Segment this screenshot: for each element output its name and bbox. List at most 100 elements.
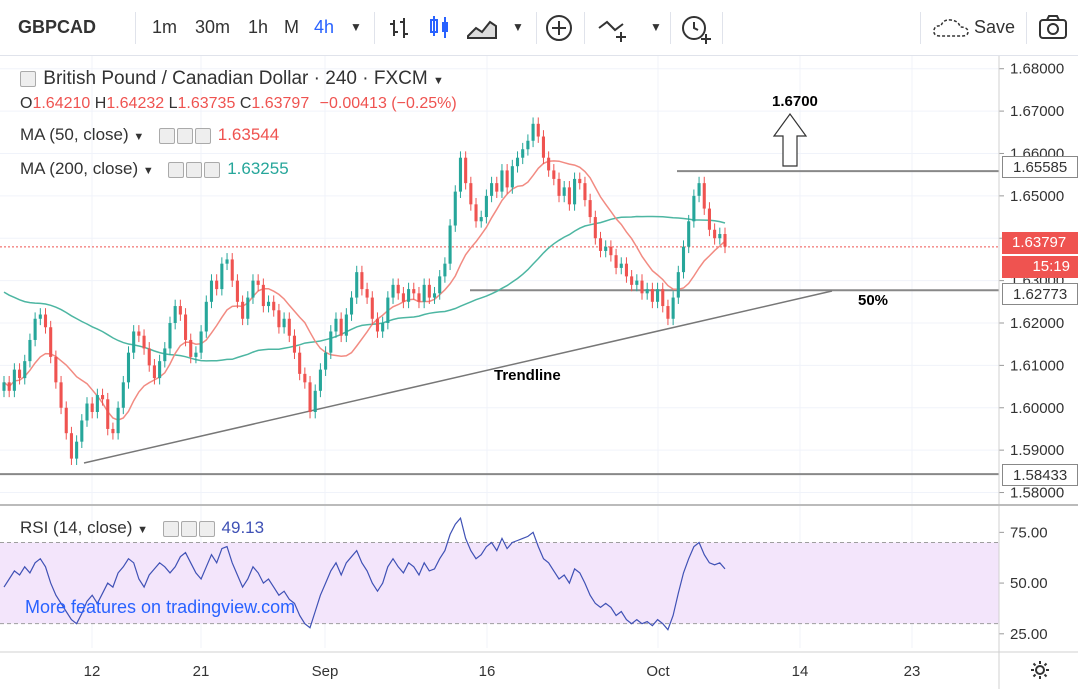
candle-body	[474, 204, 478, 222]
close-icon[interactable]	[198, 520, 215, 537]
candle-body	[396, 284, 400, 294]
candle-body	[666, 306, 670, 319]
candle-body	[90, 403, 94, 412]
price-tick-label: 1.67000	[1010, 103, 1064, 120]
candle-body	[645, 289, 649, 294]
collapse-icon[interactable]	[20, 70, 36, 87]
candle-body	[375, 318, 380, 332]
camera-icon[interactable]	[1038, 14, 1068, 40]
compare-icon[interactable]	[597, 14, 631, 42]
close-icon[interactable]	[195, 127, 212, 144]
candle-body	[349, 297, 354, 315]
eye-icon[interactable]	[162, 520, 179, 537]
bar-chart-icon[interactable]	[388, 16, 412, 40]
candle-body	[562, 187, 566, 196]
settings-icon[interactable]	[180, 520, 197, 537]
candle-body	[64, 407, 68, 434]
candle-body	[604, 246, 608, 251]
chart-legend-title[interactable]: British Pound / Canadian Dollar · 240 · …	[20, 68, 444, 90]
candle-body	[142, 335, 146, 349]
chevron-down-icon[interactable]: ▼	[650, 20, 662, 34]
low-value: 1.63735	[177, 95, 236, 112]
candles-icon[interactable]	[428, 14, 452, 40]
eye-icon[interactable]	[159, 127, 176, 144]
interval-1m[interactable]: 1m	[152, 17, 178, 37]
chevron-down-icon[interactable]: ▼	[512, 20, 524, 34]
candle-body	[230, 259, 234, 281]
candle-body	[391, 284, 395, 298]
candle-body	[282, 318, 286, 328]
candle-body	[490, 183, 494, 196]
area-chart-icon[interactable]	[466, 16, 498, 40]
chevron-down-icon[interactable]: ▼	[432, 75, 444, 87]
candle-body	[681, 246, 686, 273]
chevron-down-icon[interactable]: ▼	[137, 524, 149, 536]
candle-body	[178, 306, 182, 315]
save-button[interactable]: Save	[974, 17, 1016, 37]
candle-body	[163, 348, 167, 362]
gear-icon[interactable]	[1030, 660, 1050, 680]
rsi-value: 49.13	[221, 518, 265, 537]
trendline	[83, 290, 833, 464]
candle-body	[147, 348, 151, 366]
candle-body	[479, 217, 483, 222]
ma50-path	[3, 160, 726, 421]
candle-body	[38, 314, 42, 319]
candle-body	[287, 318, 291, 336]
toolbar-divider	[374, 12, 375, 44]
interval-1h[interactable]: 1h	[248, 17, 269, 37]
ma50-line	[3, 160, 726, 421]
ma200-legend[interactable]: MA (200, close) ▼ 1.63255	[20, 159, 289, 179]
chevron-down-icon[interactable]: ▼	[133, 131, 145, 143]
candle-body	[111, 428, 115, 434]
candle-body	[547, 157, 551, 171]
candle-body	[505, 170, 509, 188]
chevron-down-icon[interactable]: ▼	[350, 20, 362, 34]
candle-body	[59, 382, 63, 408]
candle-body	[702, 183, 706, 209]
candle-body	[510, 166, 514, 188]
watermark-link[interactable]: More features on tradingview.com	[25, 597, 296, 617]
symbol-search-button[interactable]: GBPCAD	[18, 17, 97, 37]
candle-body	[152, 365, 156, 379]
ma50-legend[interactable]: MA (50, close) ▼ 1.63544	[20, 125, 279, 145]
rsi-label: RSI (14, close)	[20, 518, 133, 537]
price-tick-label: 1.60000	[1010, 400, 1064, 417]
candle-body	[132, 331, 136, 353]
add-indicator-icon[interactable]	[545, 14, 573, 42]
rsi-legend[interactable]: RSI (14, close) ▼ 49.13	[20, 518, 264, 538]
fib-label: 50%	[858, 292, 889, 309]
candle-body	[557, 178, 561, 196]
close-icon[interactable]	[204, 161, 221, 178]
price-tick-label: 1.68000	[1010, 61, 1064, 78]
candle-body	[54, 356, 58, 383]
settings-icon[interactable]	[186, 161, 203, 178]
cloud-icon[interactable]	[932, 16, 970, 40]
candle-body	[184, 314, 188, 340]
candle-body	[624, 263, 628, 277]
chevron-down-icon[interactable]: ▼	[142, 165, 154, 177]
candle-body	[412, 289, 416, 294]
interval-month[interactable]: M	[284, 17, 299, 37]
candle-body	[292, 335, 297, 353]
symbol-title: British Pound / Canadian Dollar · 240 · …	[43, 68, 428, 89]
candle-body	[106, 399, 110, 429]
ma200-label: MA (200, close)	[20, 159, 139, 178]
alert-clock-icon[interactable]	[680, 12, 714, 44]
close-value: 1.63797	[251, 95, 310, 112]
interval-4h[interactable]: 4h	[314, 17, 335, 37]
ma200-path	[3, 215, 726, 362]
candle-body	[386, 297, 390, 323]
candle-body	[484, 195, 488, 218]
eye-icon[interactable]	[168, 161, 185, 178]
settings-icon[interactable]	[177, 127, 194, 144]
candle-body	[588, 200, 592, 218]
candle-body	[500, 170, 504, 192]
target-label: 1.6700	[772, 93, 818, 110]
candle-body	[567, 187, 571, 205]
high-value: 1.64232	[106, 95, 165, 112]
interval-30m[interactable]: 30m	[195, 17, 231, 37]
candle-body	[318, 369, 322, 391]
candle-body	[75, 441, 79, 459]
candle-body	[438, 276, 442, 294]
